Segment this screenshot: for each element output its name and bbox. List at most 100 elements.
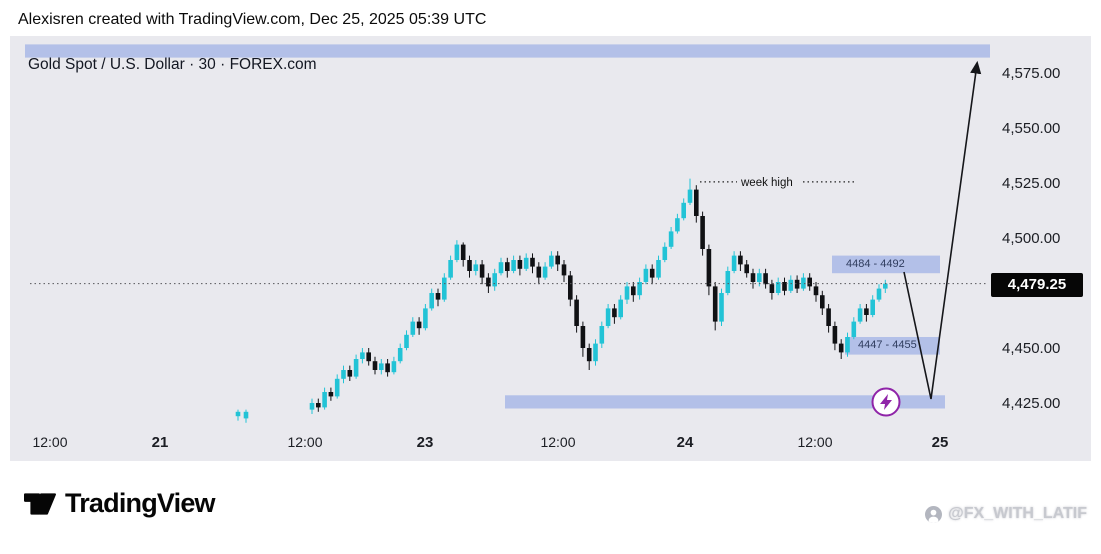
profile-icon [925, 505, 943, 523]
candle [662, 246, 668, 260]
candle [618, 299, 623, 318]
candle [410, 321, 416, 335]
tradingview-logo[interactable]: TradingView [24, 488, 216, 519]
candle [549, 255, 554, 267]
candle [473, 264, 479, 271]
candle [372, 361, 378, 370]
candle [385, 363, 390, 373]
time-axis-label[interactable]: 25 [932, 434, 949, 451]
target-zone-top [25, 44, 990, 58]
price-axis-label[interactable]: 4,550.00 [1002, 120, 1060, 137]
candle [782, 282, 787, 291]
candle [580, 326, 586, 348]
candle [612, 308, 617, 318]
candle [347, 370, 353, 377]
candle [700, 216, 705, 249]
candle [555, 255, 560, 265]
candle [536, 266, 542, 278]
candle [637, 282, 642, 296]
candle [883, 283, 888, 289]
candle [492, 273, 497, 287]
symbol-title: Gold Spot / U.S. Dollar · 30 · FOREX.com [28, 56, 317, 73]
candle [328, 392, 334, 397]
candle [694, 189, 699, 216]
candle [857, 308, 863, 322]
candle [668, 231, 674, 247]
candle [574, 299, 579, 326]
candle [479, 264, 485, 278]
candle [442, 277, 447, 300]
candle [788, 279, 794, 291]
candle [568, 275, 573, 300]
candle [876, 288, 882, 300]
candle [826, 308, 831, 326]
candle [750, 273, 756, 282]
candle [656, 260, 661, 278]
candle [593, 343, 598, 362]
support-zone-label: 4447 - 4455 [858, 339, 917, 351]
week-high-label: week high [740, 177, 793, 189]
candle [864, 308, 869, 315]
time-axis-label[interactable]: 21 [152, 434, 169, 451]
candle [769, 284, 775, 293]
candle [397, 348, 403, 362]
candle [498, 262, 504, 274]
candle [687, 189, 693, 203]
candle [334, 378, 340, 397]
price-axis-label[interactable]: 4,450.00 [1002, 340, 1060, 357]
candle [486, 277, 491, 287]
candle [801, 277, 806, 289]
candle [435, 293, 441, 300]
resistance-zone-label: 4484 - 4492 [846, 258, 905, 270]
time-axis-label[interactable]: 24 [677, 434, 694, 451]
candle [561, 264, 567, 276]
demand-zone-bottom [505, 395, 945, 409]
candle [845, 337, 850, 353]
candle [235, 411, 241, 417]
price-axis-label[interactable]: 4,575.00 [1002, 65, 1060, 82]
candle [454, 244, 460, 260]
candle [807, 277, 812, 287]
candle [460, 244, 466, 260]
candle [719, 293, 724, 322]
candle [360, 352, 365, 359]
candle [341, 370, 346, 379]
candle [706, 249, 712, 287]
candle [416, 321, 422, 329]
candle [391, 361, 397, 373]
candle [322, 392, 327, 408]
candle [316, 403, 321, 408]
projection-arrow [903, 60, 982, 400]
candle [870, 299, 875, 315]
time-axis-label[interactable]: 12:00 [540, 434, 575, 450]
candle [744, 264, 749, 274]
candle [379, 363, 384, 370]
candle [763, 273, 768, 285]
candle [511, 260, 516, 271]
chart-background[interactable] [10, 36, 1091, 461]
time-axis-label[interactable]: 23 [417, 434, 434, 451]
candle [813, 286, 819, 296]
time-axis-label[interactable]: 12:00 [287, 434, 322, 450]
price-axis-label[interactable]: 4,425.00 [1002, 395, 1060, 412]
candle [681, 202, 686, 219]
candle [832, 326, 838, 344]
candle [505, 262, 510, 271]
price-axis-label[interactable]: 4,500.00 [1002, 230, 1060, 247]
candle [725, 271, 731, 293]
tradingview-logo-text: TradingView [65, 488, 216, 518]
candle [731, 255, 737, 271]
candle [757, 273, 762, 282]
time-axis-label[interactable]: 12:00 [32, 434, 67, 450]
time-axis-label[interactable]: 12:00 [797, 434, 832, 450]
candle [448, 260, 453, 278]
resistance-zone [832, 255, 940, 274]
candle [523, 257, 529, 269]
candle [309, 403, 315, 410]
price-axis-label[interactable]: 4,525.00 [1002, 175, 1060, 192]
candle [429, 293, 434, 309]
candle [404, 334, 409, 348]
candle [605, 308, 611, 326]
